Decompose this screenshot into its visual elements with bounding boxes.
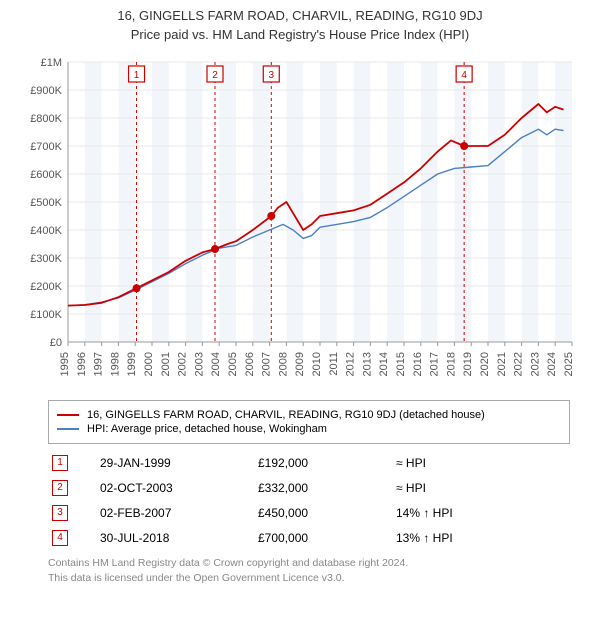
svg-text:3: 3	[268, 70, 274, 81]
sale-price: £700,000	[254, 525, 392, 550]
footer-line-2: This data is licensed under the Open Gov…	[48, 571, 570, 586]
sales-table: 1 29-JAN-1999£192,000≈ HPI 2 02-OCT-2003£33…	[48, 450, 570, 550]
svg-text:£200K: £200K	[30, 281, 62, 293]
svg-text:2018: 2018	[445, 352, 457, 376]
svg-text:2019: 2019	[462, 352, 474, 376]
svg-text:1996: 1996	[76, 352, 88, 376]
svg-text:£600K: £600K	[30, 169, 62, 181]
svg-text:1998: 1998	[109, 352, 121, 376]
sale-date: 02-FEB-2007	[96, 500, 254, 525]
svg-text:2004: 2004	[210, 352, 222, 376]
legend-row-1: 16, GINGELLS FARM ROAD, CHARVIL, READING…	[57, 409, 561, 421]
svg-text:2006: 2006	[244, 352, 256, 376]
footer-line-1: Contains HM Land Registry data © Crown c…	[48, 556, 570, 571]
svg-text:2: 2	[212, 70, 218, 81]
svg-text:2022: 2022	[513, 352, 525, 376]
sale-date: 29-JAN-1999	[96, 450, 254, 475]
svg-text:£100K: £100K	[30, 309, 62, 321]
svg-text:2021: 2021	[496, 352, 508, 376]
legend-swatch-1	[57, 414, 79, 416]
svg-text:1: 1	[134, 70, 140, 81]
title-block: 16, GINGELLS FARM ROAD, CHARVIL, READING…	[0, 0, 600, 46]
svg-text:£400K: £400K	[30, 225, 62, 237]
table-row: 1 29-JAN-1999£192,000≈ HPI	[48, 450, 570, 475]
svg-text:1999: 1999	[126, 352, 138, 376]
svg-text:2015: 2015	[395, 352, 407, 376]
svg-text:£1M: £1M	[41, 57, 62, 69]
table-row: 4 30-JUL-2018£700,00013% ↑ HPI	[48, 525, 570, 550]
svg-text:£300K: £300K	[30, 253, 62, 265]
legend-label-1: 16, GINGELLS FARM ROAD, CHARVIL, READING…	[87, 409, 485, 421]
svg-text:2013: 2013	[361, 352, 373, 376]
svg-text:2025: 2025	[563, 352, 575, 376]
svg-text:2003: 2003	[193, 352, 205, 376]
svg-text:£500K: £500K	[30, 197, 62, 209]
svg-text:2024: 2024	[546, 352, 558, 376]
svg-text:2011: 2011	[328, 352, 340, 376]
svg-text:2000: 2000	[143, 352, 155, 376]
svg-text:2007: 2007	[261, 352, 273, 376]
sale-marker-icon: 3	[52, 505, 68, 521]
svg-text:1995: 1995	[59, 352, 71, 376]
table-row: 3 02-FEB-2007£450,00014% ↑ HPI	[48, 500, 570, 525]
sale-price: £192,000	[254, 450, 392, 475]
table-row: 2 02-OCT-2003£332,000≈ HPI	[48, 475, 570, 500]
svg-text:2002: 2002	[177, 352, 189, 376]
svg-text:2016: 2016	[412, 352, 424, 376]
sale-price: £332,000	[254, 475, 392, 500]
footer-note: Contains HM Land Registry data © Crown c…	[48, 556, 570, 585]
legend-row-2: HPI: Average price, detached house, Woki…	[57, 423, 561, 435]
sale-marker-icon: 1	[52, 455, 68, 471]
svg-text:1997: 1997	[93, 352, 105, 376]
sale-marker-icon: 2	[52, 480, 68, 496]
svg-text:2014: 2014	[378, 352, 390, 376]
svg-text:£800K: £800K	[30, 113, 62, 125]
page-container: 16, GINGELLS FARM ROAD, CHARVIL, READING…	[0, 0, 600, 585]
title-sub: Price paid vs. HM Land Registry's House …	[0, 27, 600, 42]
svg-text:2001: 2001	[160, 352, 172, 376]
svg-text:2008: 2008	[277, 352, 289, 376]
sale-delta: ≈ HPI	[392, 475, 570, 500]
price-chart: £0 £100K £200K £300K £400K £500K £600K £700K £80…	[20, 52, 580, 392]
svg-text:2012: 2012	[345, 352, 357, 376]
svg-text:2017: 2017	[429, 352, 441, 376]
sale-marker-icon: 4	[52, 530, 68, 546]
sale-date: 02-OCT-2003	[96, 475, 254, 500]
sale-delta: 13% ↑ HPI	[392, 525, 570, 550]
svg-text:£900K: £900K	[30, 85, 62, 97]
chart-svg: £0 £100K £200K £300K £400K £500K £600K £700K £80…	[20, 52, 580, 392]
svg-text:2009: 2009	[294, 352, 306, 376]
svg-text:2005: 2005	[227, 352, 239, 376]
svg-text:4: 4	[461, 70, 467, 81]
legend-box: 16, GINGELLS FARM ROAD, CHARVIL, READING…	[48, 400, 570, 444]
sale-delta: 14% ↑ HPI	[392, 500, 570, 525]
legend-label-2: HPI: Average price, detached house, Woki…	[87, 423, 327, 435]
legend-swatch-2	[57, 428, 79, 430]
svg-text:2010: 2010	[311, 352, 323, 376]
svg-text:£700K: £700K	[30, 141, 62, 153]
sale-price: £450,000	[254, 500, 392, 525]
sale-date: 30-JUL-2018	[96, 525, 254, 550]
svg-text:2020: 2020	[479, 352, 491, 376]
title-main: 16, GINGELLS FARM ROAD, CHARVIL, READING…	[0, 8, 600, 23]
svg-text:£0: £0	[50, 337, 62, 349]
sale-delta: ≈ HPI	[392, 450, 570, 475]
svg-text:2023: 2023	[529, 352, 541, 376]
